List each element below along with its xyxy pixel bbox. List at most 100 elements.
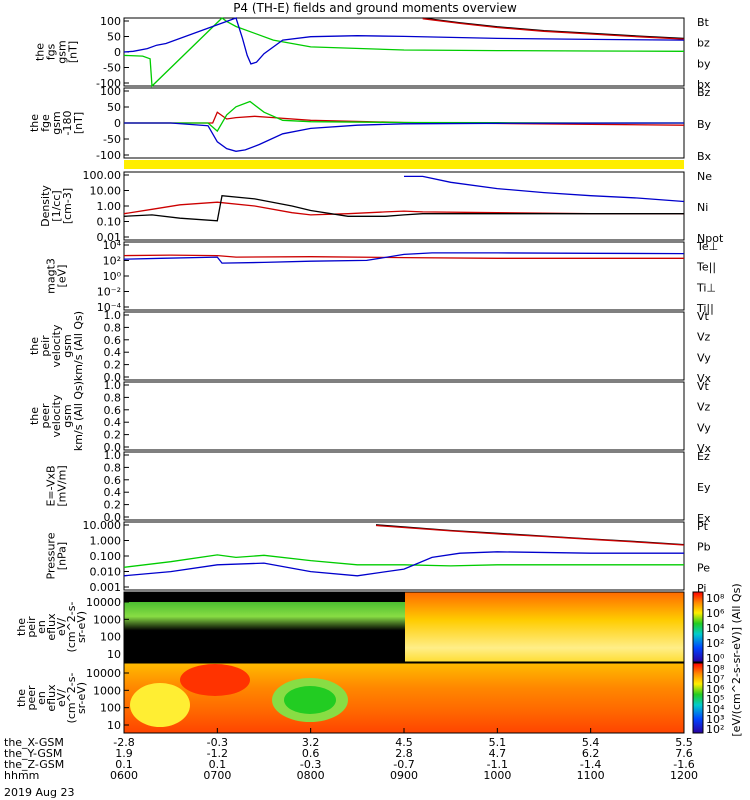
spectrogram-labels: 10000100010010thepeirenefluxeV/(cm^2-s-s… bbox=[15, 591, 685, 734]
colorbar-tick-label: 10³ bbox=[706, 713, 724, 726]
series-by bbox=[123, 17, 685, 88]
x-tick-label: 5.4 bbox=[582, 736, 600, 749]
y-tick-label: 0.100 bbox=[90, 550, 122, 563]
legend-Bz: Bz bbox=[697, 86, 711, 99]
legend-Te||: Te|| bbox=[696, 261, 716, 274]
legend-Vx: Vx bbox=[697, 372, 712, 385]
y-tick-label: 10⁴ bbox=[103, 239, 122, 252]
y-tick-label: 0.010 bbox=[90, 566, 122, 579]
y-tick-label: -100 bbox=[96, 77, 121, 90]
legend-Ey: Ey bbox=[697, 481, 711, 494]
legend-bx: bx bbox=[697, 78, 711, 91]
y-axis-label: the bbox=[34, 43, 47, 61]
series-Pe bbox=[123, 554, 684, 568]
spectrogram-peir-lateband bbox=[405, 592, 684, 662]
x-tick-label: -1.6 bbox=[673, 758, 694, 771]
y-axis-label: (cm^2-s- bbox=[65, 602, 78, 653]
y-tick-label: 1.00 bbox=[97, 200, 122, 213]
y-tick-label: 1.000 bbox=[90, 535, 122, 548]
x-row-label: the_Z-GSM bbox=[4, 758, 64, 771]
x-tick-label: 1200 bbox=[670, 769, 698, 782]
legend-Pi: Pi bbox=[697, 582, 706, 595]
y-axis-label: the bbox=[28, 337, 41, 355]
y-tick-label: 1000 bbox=[93, 684, 121, 697]
legend-Vx: Vx bbox=[697, 442, 712, 455]
y-tick-label: 0.01 bbox=[97, 231, 122, 244]
colorbar-tick-label: 10⁷ bbox=[706, 673, 724, 686]
y-axis-label: velocity bbox=[50, 394, 63, 437]
panel-peir_velocity: 1.00.80.60.40.20.0 thepeirvelocitygsmkm/s… bbox=[28, 309, 712, 385]
legend-Npot: Npot bbox=[697, 232, 724, 245]
x-tick-label: 4.5 bbox=[395, 736, 413, 749]
y-axis-label: the bbox=[15, 618, 28, 636]
y-axis-label: eflux bbox=[45, 684, 58, 712]
y-tick-label: 0.6 bbox=[104, 334, 122, 347]
series-bx bbox=[123, 17, 685, 65]
series-Bt bbox=[422, 17, 685, 40]
colorbar-tick-label: 10⁴ bbox=[706, 622, 725, 635]
y-axis-label: [eV] bbox=[56, 265, 69, 288]
y-tick-label: 0.6 bbox=[104, 474, 122, 487]
y-axis-label: eflux bbox=[45, 613, 58, 641]
legend-Ex: Ex bbox=[697, 512, 711, 525]
x-axis-table: the_X-GSM -2.8 -0.3 3.2 4.5 5.1 5.4 5.5 the_Y-GS… bbox=[4, 728, 698, 782]
x-tick-label: 6.2 bbox=[582, 747, 600, 760]
x-row-label: hhmm bbox=[4, 769, 39, 782]
series-Ti bbox=[123, 252, 685, 264]
x-row-label: the_Y-GSM bbox=[4, 747, 62, 760]
x-tick-label: 1100 bbox=[577, 769, 605, 782]
colorbar-tick-label: 10⁰ bbox=[706, 652, 725, 665]
panel-pressure: 10.000 1.000 0.100 0.010 0.001 Pressure[nPa] P… bbox=[45, 519, 711, 595]
x-tick-label: -1.1 bbox=[487, 758, 508, 771]
y-axis-label: eV/ bbox=[55, 618, 68, 636]
series-Npot bbox=[404, 175, 685, 203]
y-tick-label: -100 bbox=[96, 149, 121, 162]
y-tick-label: 50 bbox=[107, 31, 121, 44]
legend-Vz: Vz bbox=[697, 401, 711, 414]
legend-Ne: Ne bbox=[697, 170, 712, 183]
legend-Vt: Vt bbox=[697, 380, 710, 393]
legend-Te⊥: Te⊥ bbox=[696, 240, 718, 253]
y-axis-label: peir bbox=[39, 335, 52, 357]
y-axis-label: velocity bbox=[50, 324, 63, 367]
panel-density: 100.00 10.00 1.00 0.10 0.01 Density[1/cc][cm-… bbox=[39, 169, 724, 245]
x-tick-label: 0.1 bbox=[115, 758, 133, 771]
y-axis-label: E=-VxB bbox=[45, 465, 58, 506]
colorbar-tick-label: 10⁵ bbox=[706, 693, 724, 706]
y-axis-label: the bbox=[15, 689, 28, 707]
x-tick-label: 0800 bbox=[297, 769, 325, 782]
series-Pb bbox=[375, 524, 685, 546]
x-tick-label: 0.1 bbox=[209, 758, 227, 771]
panel-temperature: 10⁴ 10² 10⁰ 10⁻² 10⁻⁴ magt3[eV] Te⊥ Te|| Ti⊥ Ti|| bbox=[45, 239, 719, 315]
y-axis-label: peer bbox=[25, 685, 38, 711]
y-tick-label: 0.4 bbox=[104, 416, 122, 429]
flag-bar bbox=[124, 160, 684, 169]
y-tick-label: 0.4 bbox=[104, 346, 122, 359]
y-tick-label: 100 bbox=[100, 702, 121, 715]
y-tick-label: 0.8 bbox=[104, 391, 122, 404]
panel-frame bbox=[123, 311, 685, 381]
legend-Vt: Vt bbox=[697, 310, 710, 323]
x-axis-date: 2019 Aug 23 bbox=[4, 786, 74, 799]
x-tick-label: 4.7 bbox=[489, 747, 507, 760]
y-axis-label: eV/ bbox=[55, 689, 68, 707]
y-axis-label: sr-eV) bbox=[75, 611, 88, 643]
colorbar-tick-label: 10⁸ bbox=[706, 663, 725, 676]
y-axis-label: (cm^2-s- bbox=[65, 673, 78, 724]
y-tick-label: 10⁻² bbox=[97, 286, 121, 299]
y-tick-label: 10⁰ bbox=[103, 270, 122, 283]
legend-Pe: Pe bbox=[697, 561, 710, 574]
colorbar-tick-label: 10² bbox=[706, 637, 724, 650]
spectrogram-peir bbox=[124, 592, 684, 662]
y-axis-label: magt3 bbox=[45, 258, 58, 294]
y-axis-label: fgs bbox=[45, 43, 58, 60]
y-tick-label: 0.10 bbox=[97, 216, 122, 229]
x-tick-label: 2.8 bbox=[395, 747, 413, 760]
y-tick-label: 100 bbox=[100, 631, 121, 644]
line-panels: 100500-50-100thefgsgsm[nT]Btbzbybx100500… bbox=[28, 15, 724, 595]
y-axis-label: gsm bbox=[50, 111, 63, 134]
x-tick-label: 0600 bbox=[110, 769, 138, 782]
spectrogram-peir-topblock bbox=[124, 592, 405, 602]
y-tick-label: 1000 bbox=[93, 613, 121, 626]
y-tick-label: 10000 bbox=[86, 596, 121, 609]
